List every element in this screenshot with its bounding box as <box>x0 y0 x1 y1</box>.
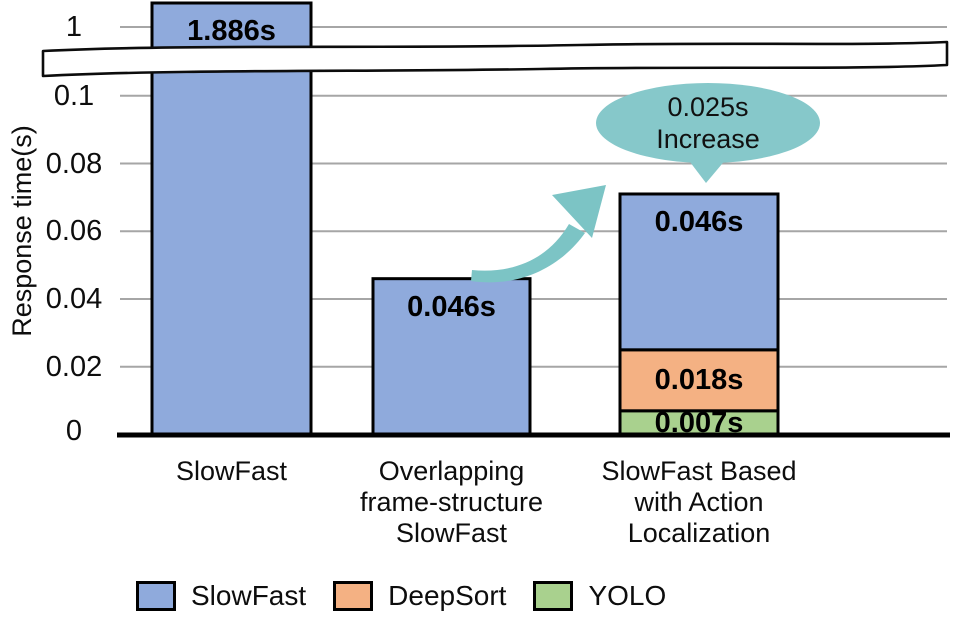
bar-value-label: 1.886s <box>187 15 276 47</box>
legend-swatch <box>136 581 176 611</box>
y-tick-label: 0 <box>65 414 83 447</box>
bar-segment <box>618 192 780 352</box>
y-axis-break-band <box>41 40 949 78</box>
category-label-line: frame-structure <box>359 487 544 517</box>
callout-line-1: 0.025s <box>667 92 749 122</box>
legend-swatch <box>333 581 374 611</box>
legend-label: YOLO <box>588 580 667 611</box>
category-label: SlowFast Based with Action Localization <box>569 456 829 549</box>
legend-label: DeepSort <box>388 580 507 611</box>
category-label: Overlapping frame-structure SlowFast <box>322 456 582 549</box>
bar-value-label: 0.007s <box>654 406 744 439</box>
category-label-line: Localization <box>627 518 771 548</box>
legend-item: YOLO <box>533 580 666 612</box>
bar-segment <box>371 277 532 436</box>
curved-increase-arrow-icon <box>471 185 606 283</box>
legend-swatch <box>533 581 574 611</box>
callout-bubble <box>596 83 820 183</box>
bar-value-label: 0.018s <box>654 364 744 397</box>
legend-item: SlowFast <box>136 580 306 612</box>
y-tick-label: 1 <box>65 11 83 43</box>
legend-label: SlowFast <box>191 580 307 611</box>
category-label-line: Overlapping <box>378 456 525 486</box>
category-label-line: with Action <box>634 487 764 517</box>
bar-value-label: 0.046s <box>654 205 744 238</box>
y-tick-label: 0.02 <box>45 350 103 383</box>
category-label-line: SlowFast Based <box>601 456 797 486</box>
bars-layer <box>150 1 780 437</box>
category-label-line: SlowFast <box>395 518 508 548</box>
legend-item: DeepSort <box>333 580 506 612</box>
y-tick-label: 0.08 <box>45 147 103 180</box>
legend: SlowFast DeepSort YOLO <box>136 580 666 612</box>
y-tick-label: 0.06 <box>45 215 103 248</box>
bar-value-label: 0.046s <box>407 290 496 323</box>
callout-text: 0.025s Increase <box>578 91 838 155</box>
category-label-line: SlowFast <box>175 456 288 486</box>
callout-line-2: Increase <box>656 124 760 154</box>
y-tick-label: 0.1 <box>53 79 95 112</box>
category-label: SlowFast <box>102 456 362 487</box>
y-tick-label: 0.04 <box>45 283 103 315</box>
